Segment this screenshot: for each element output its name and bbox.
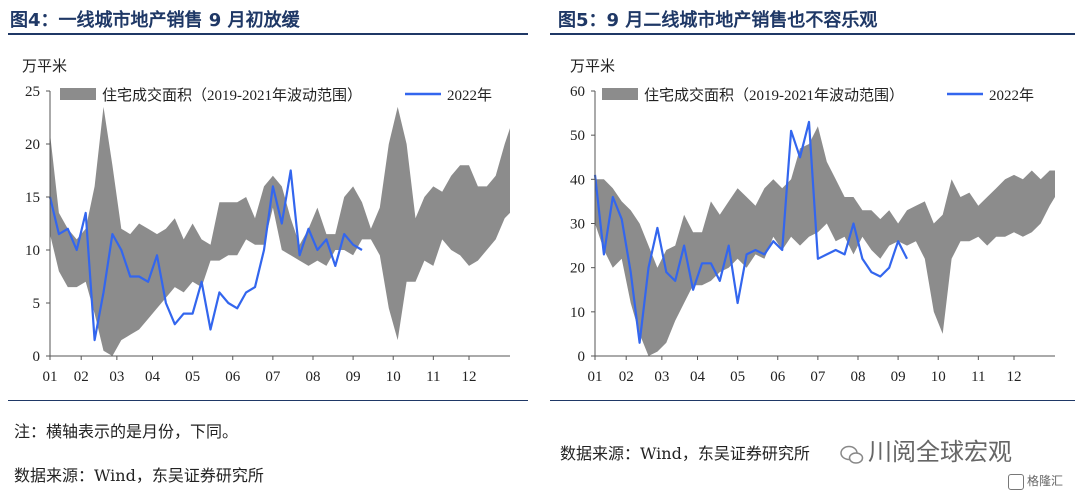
watermark-text: 川阅全球宏观 [868,438,1012,466]
right-chart-y-tick-20: 20 [570,261,585,277]
left-chart-x-tick-08: 08 [305,369,320,385]
right-title-rule [550,33,1075,35]
left-bottom-rule [8,400,528,401]
left-chart-x-tick-01: 01 [43,369,58,385]
left-chart-line-0 [48,169,363,342]
left-title-rule [8,33,528,35]
brand-watermark: 格隆汇 [1008,472,1063,490]
left-chart-x-tick-04: 04 [145,369,161,385]
right-chart-x-tick-10: 10 [931,369,946,385]
right-chart-x-tick-04: 04 [690,369,706,385]
brand-logo-icon [1008,473,1024,490]
left-chart-x-tick-02: 02 [74,369,89,385]
right-chart-y-tick-60: 60 [570,84,585,100]
right-chart-y-tick-30: 30 [570,217,585,233]
right-chart-range-band [595,126,1055,356]
left-chart-y-tick-25: 25 [25,84,40,100]
right-chart-x-tick-08: 08 [850,369,865,385]
brand-text: 格隆汇 [1027,474,1064,488]
right-chart-x-tick-12: 12 [1006,369,1021,385]
right-chart-legend-line-label: 2022年 [989,87,1034,104]
left-chart-legend-line-label: 2022年 [447,87,492,104]
right-chart: 万平米 0 10 20 30 40 50 60 01 02 03 04 05 06 07 08 09 10 11 12… [570,58,1055,385]
left-chart-y-tick-10: 10 [25,243,40,259]
right-chart-x-tick-07: 07 [810,369,826,385]
left-chart-unit-label: 万平米 [22,58,67,75]
right-figure-panel: 图5：9 月二线城市地产销售也不容乐观 万平米 0 10 20 30 40 50 60 01 02… [540,0,1080,496]
right-bottom-rule [550,400,1075,401]
right-chart-x-tick-01: 01 [588,369,603,385]
left-chart-y-tick-0: 0 [33,349,41,365]
right-chart-x-tick-02: 02 [619,369,634,385]
right-chart-legend-band-label: 住宅成交面积（2019-2021年波动范围） [644,86,904,104]
right-chart-y-tick-50: 50 [570,128,585,144]
right-figure-title: 图5：9 月二线城市地产销售也不容乐观 [558,10,878,31]
left-chart-legend-band-swatch [60,88,96,100]
right-chart-line-0 [593,120,908,344]
left-chart-x-tick-03: 03 [109,369,124,385]
left-chart-x-tick-12: 12 [461,369,476,385]
left-chart-x-tick-07: 07 [265,369,281,385]
right-chart-x-tick-03: 03 [654,369,669,385]
right-chart-legend-band-swatch [602,88,638,100]
wechat-icon [840,443,864,464]
left-chart-range-band [50,106,510,357]
left-chart-y-tick-5: 5 [33,296,41,312]
left-source: 数据来源：Wind，东吴证券研究所 [14,466,264,485]
right-chart-x-tick-11: 11 [971,369,985,385]
right-chart-x-tick-05: 05 [730,369,745,385]
left-chart-y-tick-15: 15 [25,190,40,206]
right-chart-x-tick-09: 09 [891,369,906,385]
left-chart-x-tick-11: 11 [426,369,440,385]
right-source: 数据来源：Wind，东吴证券研究所 [560,444,810,463]
right-chart-unit-label: 万平米 [570,58,615,75]
right-chart-y-tick-40: 40 [570,172,585,188]
left-chart-x-tick-06: 06 [225,369,241,385]
right-chart-x-tick-06: 06 [770,369,786,385]
left-figure-panel: 图4：一线城市地产销售 9 月初放缓 万平米 0 5 10 15 20 25 01 02 03 04… [8,10,528,485]
left-chart-x-tick-09: 09 [346,369,361,385]
left-chart-legend-band-label: 住宅成交面积（2019-2021年波动范围） [102,86,362,104]
right-chart-y-tick-10: 10 [570,305,585,321]
left-figure-title: 图4：一线城市地产销售 9 月初放缓 [10,10,300,31]
left-chart-x-tick-10: 10 [386,369,401,385]
left-note: 注：横轴表示的是月份，下同。 [14,422,239,441]
left-chart-x-tick-05: 05 [185,369,200,385]
left-chart-y-tick-20: 20 [25,137,40,153]
right-chart-y-tick-0: 0 [578,349,586,365]
watermark: 川阅全球宏观 [840,432,1012,467]
